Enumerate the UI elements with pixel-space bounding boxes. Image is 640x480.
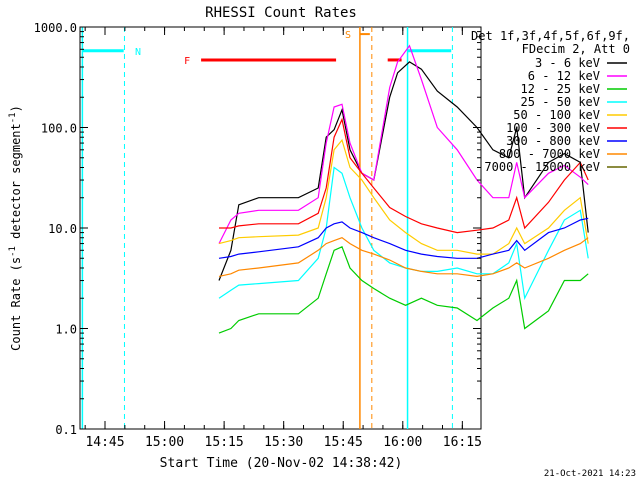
- y-axis-label-sup: -1: [8, 246, 18, 257]
- series-layer: [218, 44, 589, 334]
- legend-header-line-2: FDecim 2, Att 0: [522, 42, 630, 56]
- legend-header-line-1: Det 1f,3f,4f,5f,6f,9f,: [471, 29, 630, 43]
- series-line-3: [218, 166, 589, 301]
- y-axis-label: Count Rate (s-1 detector segment-1): [8, 105, 23, 351]
- x-tick-label: 16:00: [383, 435, 422, 450]
- x-axis-ticks: 14:45 15:00 15:15 15:30 15:45 16:00 16:15: [84, 27, 482, 450]
- y-axis-label-main: Count Rate (s: [9, 257, 23, 351]
- x-axis-label: Start Time (20-Nov-02 14:38:42): [160, 456, 403, 471]
- night-label: N: [135, 47, 141, 58]
- x-tick-label: 15:15: [205, 435, 244, 450]
- series-line-5: [219, 117, 589, 234]
- x-tick-label: 15:00: [145, 435, 184, 450]
- legend-entry-label: 12 - 25 keV: [521, 82, 600, 96]
- series-line-2: [218, 245, 589, 334]
- legend-entry-label: 800 - 7000 keV: [499, 147, 600, 161]
- y-axis-ticks: 1000.0 100.0 10.0 1.0 0.1: [34, 21, 481, 437]
- y-axis-label-sup2: -1: [8, 112, 18, 123]
- x-tick-label: 16:15: [443, 435, 482, 450]
- saa-label: S: [345, 30, 351, 41]
- legend: Det 1f,3f,4f,5f,6f,9f, FDecim 2, Att 0 3…: [471, 29, 630, 174]
- series-line-1: [218, 44, 589, 244]
- x-tick-label: 14:45: [85, 435, 124, 450]
- chart-title: RHESSI Count Rates: [205, 5, 357, 21]
- legend-entry-label: 3 - 6 keV: [535, 56, 600, 70]
- y-axis-label-end: ): [9, 105, 23, 112]
- legend-entry-label: 6 - 12 keV: [528, 69, 600, 83]
- y-tick-label: 100.0: [41, 122, 77, 136]
- series-line-4: [218, 138, 589, 255]
- y-tick-label: 0.1: [55, 423, 77, 437]
- legend-entry-label: 50 - 100 keV: [513, 108, 600, 122]
- y-axis-label-mid: detector segment: [9, 123, 23, 246]
- legend-entry-label: 25 - 50 keV: [521, 95, 600, 109]
- series-line-0: [218, 61, 589, 281]
- legend-entry-label: 300 - 800 keV: [506, 134, 600, 148]
- x-tick-label: 15:45: [324, 435, 363, 450]
- y-tick-label: 10.0: [48, 222, 77, 236]
- y-tick-label: 1000.0: [34, 21, 77, 35]
- flare-label: F: [184, 56, 190, 67]
- legend-entry-label: 7000 - 15000 keV: [484, 160, 600, 174]
- x-tick-label: 15:30: [264, 435, 303, 450]
- series-line-6: [218, 217, 589, 259]
- series-line-7: [218, 237, 589, 278]
- legend-entry-label: 100 - 300 keV: [506, 121, 600, 135]
- y-tick-label: 1.0: [55, 323, 77, 337]
- footer-date: 21-Oct-2021 14:23: [544, 469, 636, 479]
